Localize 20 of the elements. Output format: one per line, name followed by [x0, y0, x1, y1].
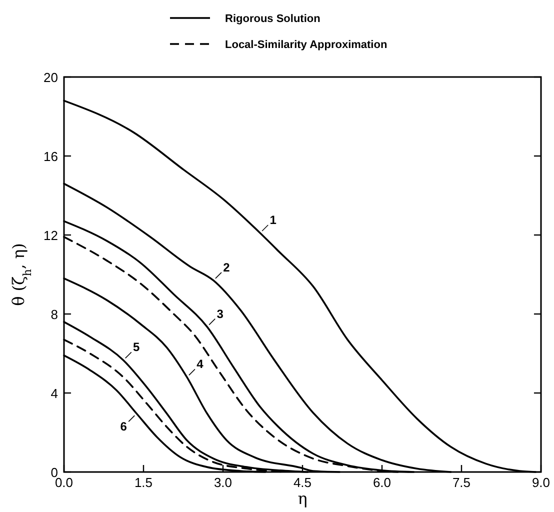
x-tick-label: 1.5 — [134, 475, 153, 490]
x-tick-label: 6.0 — [372, 475, 392, 490]
x-tick-label: 3.0 — [214, 475, 232, 490]
x-axis-title: η — [298, 489, 308, 508]
annotation: 6 — [120, 420, 128, 434]
y-tick-label: 20 — [44, 70, 58, 85]
y-tick-label: 16 — [44, 149, 58, 164]
annotation: 2 — [223, 260, 230, 274]
y-tick-label: 12 — [44, 228, 58, 243]
x-tick-label: 4.5 — [293, 475, 312, 490]
annotation: 3 — [216, 306, 224, 321]
y-tick-label: 8 — [50, 307, 58, 322]
y-tick-label: 4 — [50, 386, 58, 401]
x-tick-label: 7.5 — [452, 475, 471, 490]
legend-label: Rigorous Solution — [225, 13, 321, 25]
x-tick-label: 9.0 — [532, 475, 550, 490]
legend-label: Local-Similarity Approximation — [225, 39, 388, 51]
annotation: 1 — [270, 213, 277, 228]
annotation: 5 — [133, 340, 140, 354]
annotation: 4 — [196, 357, 204, 372]
